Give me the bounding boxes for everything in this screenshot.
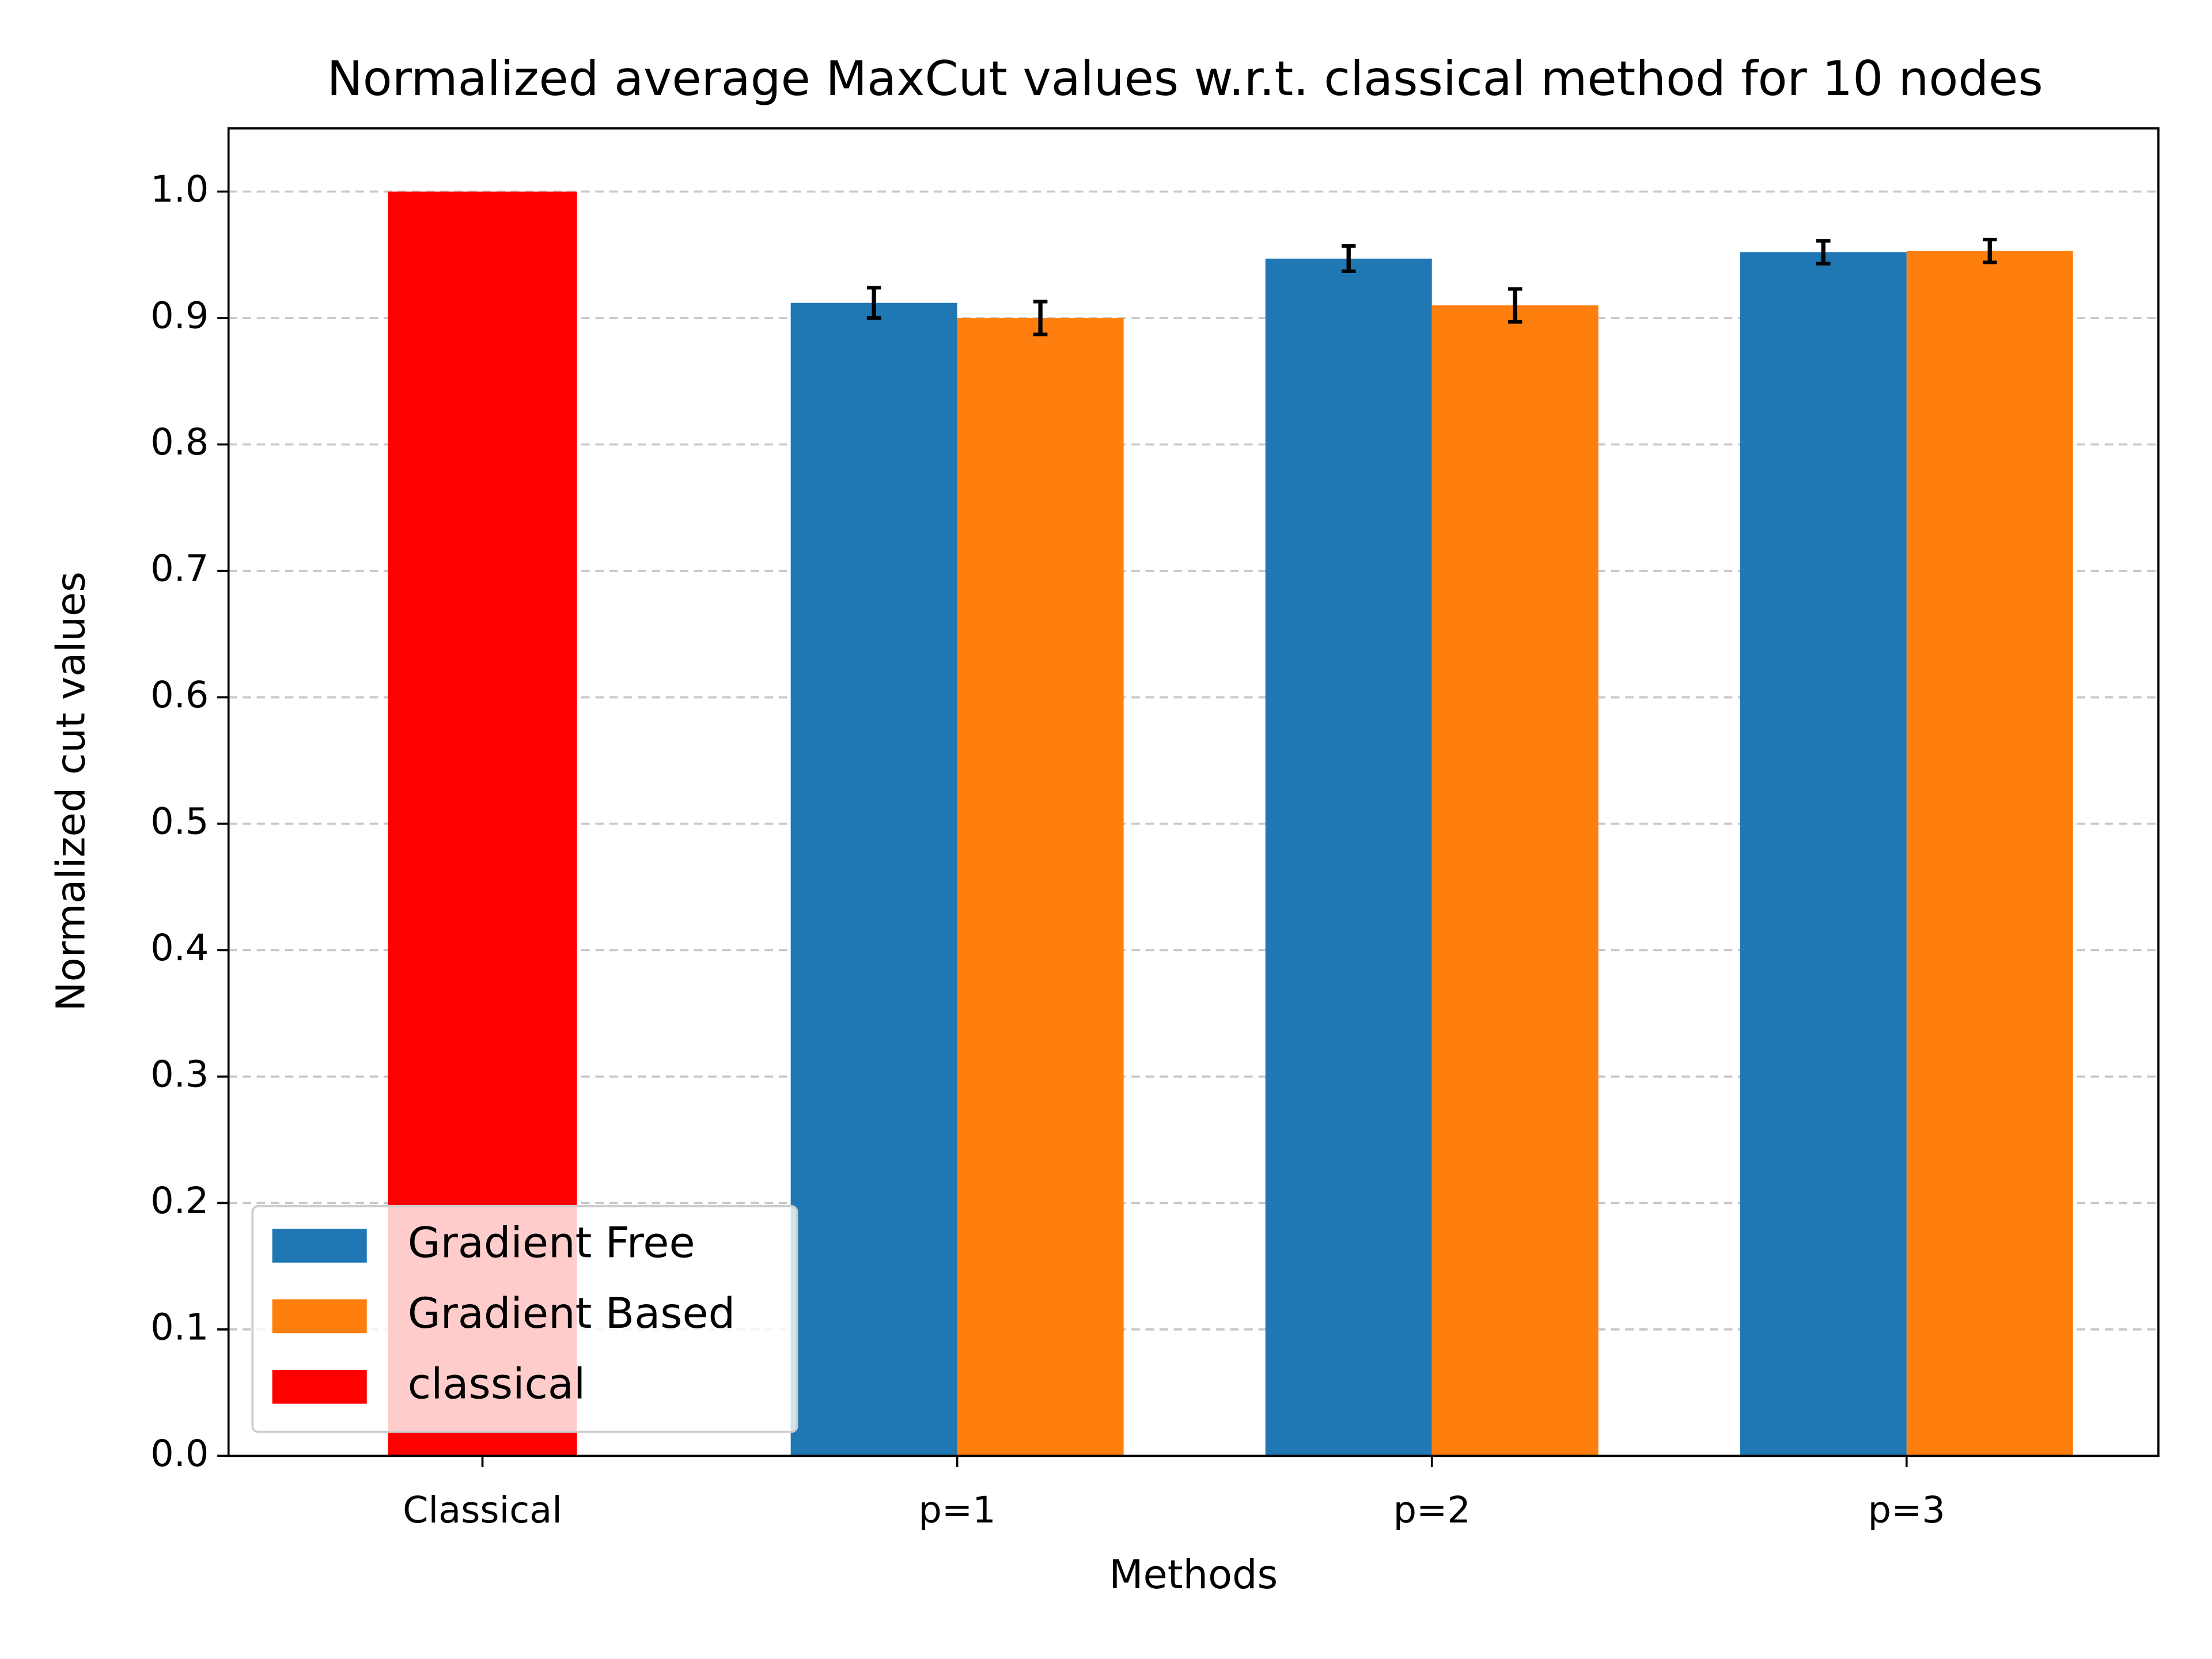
legend-swatch <box>272 1369 367 1404</box>
x-tick-label: p=1 <box>919 1489 996 1532</box>
bar <box>1740 252 1907 1456</box>
chart-title: Normalized average MaxCut values w.r.t. … <box>327 51 2043 107</box>
y-tick-label: 0.4 <box>150 927 209 969</box>
bar <box>1906 251 2073 1456</box>
legend-label: Gradient Based <box>408 1289 736 1338</box>
legend-swatch <box>272 1229 367 1263</box>
error-bar <box>1341 244 1356 273</box>
error-bar <box>1983 237 1997 264</box>
y-tick-label: 0.1 <box>150 1306 209 1349</box>
x-tick-label: p=2 <box>1393 1489 1471 1532</box>
bar <box>1431 305 1599 1456</box>
bar <box>957 318 1124 1456</box>
x-axis-label: Methods <box>1109 1552 1278 1598</box>
y-tick-label: 0.7 <box>150 548 209 590</box>
x-tick-label: p=3 <box>1868 1489 1945 1532</box>
y-tick-label: 0.0 <box>150 1433 209 1475</box>
plot-frame <box>227 127 2160 1457</box>
y-tick-label: 0.9 <box>150 295 209 338</box>
legend-swatch <box>272 1299 367 1334</box>
error-bar <box>1508 287 1522 324</box>
legend: Gradient Free Gradient Based classical <box>251 1205 798 1433</box>
y-axis-label: Normalized cut values <box>48 571 94 1011</box>
y-tick-label: 0.2 <box>150 1180 209 1222</box>
y-tick-label: 0.5 <box>150 801 209 843</box>
legend-label: Gradient Free <box>408 1218 695 1267</box>
legend-box <box>251 1205 798 1433</box>
error-bar <box>866 286 881 320</box>
y-tick-label: 0.6 <box>150 674 209 717</box>
x-tick-label: Classical <box>403 1489 562 1532</box>
bar <box>790 302 957 1456</box>
y-tick-label: 0.3 <box>150 1053 209 1096</box>
y-tick-label: 0.8 <box>150 421 209 464</box>
y-tick-label: 1.0 <box>150 168 209 211</box>
error-bar <box>1816 239 1831 266</box>
legend-label: classical <box>408 1359 586 1408</box>
bar <box>1265 258 1432 1456</box>
error-bar <box>1033 300 1048 336</box>
